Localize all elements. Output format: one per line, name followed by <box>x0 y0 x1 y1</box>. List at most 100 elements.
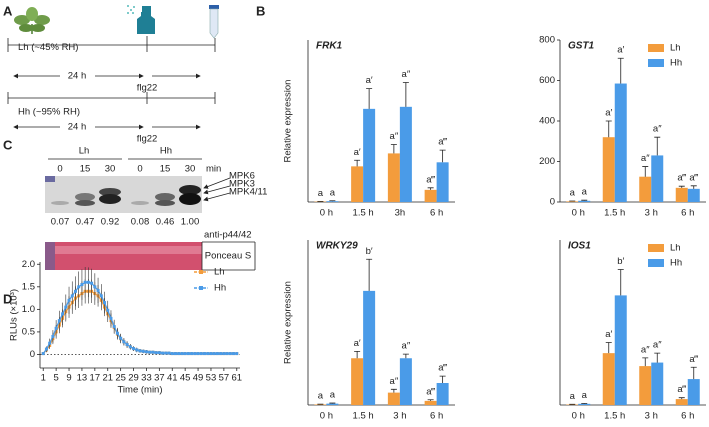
bar <box>387 392 400 405</box>
point <box>44 347 48 351</box>
error-bar <box>427 399 434 401</box>
bar <box>399 358 412 405</box>
point <box>80 283 84 287</box>
point <box>106 308 110 312</box>
x-tick-label: 13 <box>77 373 88 384</box>
x-tick-label: 9 <box>66 373 71 384</box>
x-tick-label: 61 <box>231 373 242 384</box>
western-blot: Lh Hh 0 15 30 0 15 30 min MPK6 MPK3 MPK4… <box>45 146 267 271</box>
legend-label: Hh <box>670 58 682 69</box>
panel-label: C <box>3 137 13 152</box>
point <box>99 294 103 298</box>
point <box>109 316 113 320</box>
lane-label: 0 <box>137 164 142 175</box>
y-tick-label: 1.5 <box>22 281 35 292</box>
significance-letter: a′ <box>354 338 361 349</box>
point <box>51 334 55 338</box>
significance-letter: a‴ <box>438 137 447 148</box>
legend-swatch <box>648 259 664 267</box>
x-tick-label: 6 h <box>430 411 443 422</box>
y-tick-label: 0 <box>550 197 555 208</box>
band-label: MPK3 <box>229 179 255 190</box>
point <box>54 326 58 330</box>
point <box>67 298 71 302</box>
error-bar <box>390 388 397 393</box>
loading-label: Ponceau S <box>205 251 251 262</box>
chart-title: GST1 <box>568 41 595 52</box>
quant-value: 0.46 <box>156 217 175 228</box>
x-tick-label: 57 <box>219 373 230 384</box>
bar <box>399 106 412 202</box>
y-tick-label: 0 <box>30 349 35 360</box>
x-tick-label: 21 <box>102 373 113 384</box>
error-bar <box>654 352 661 363</box>
significance-letter: a′ <box>605 329 612 340</box>
significance-letter: a″ <box>390 376 399 387</box>
error-bar <box>439 375 446 383</box>
significance-letter: b′ <box>617 256 624 267</box>
point <box>180 352 184 356</box>
significance-letter: a‴ <box>689 172 698 183</box>
x-tick-label: 1.5 h <box>604 208 625 219</box>
y-tick-label: 800 <box>539 35 555 46</box>
legend-label: Hh <box>214 283 226 294</box>
significance-letter: b′ <box>366 246 373 257</box>
error-bar <box>366 258 373 291</box>
significance-letter: a′ <box>366 75 373 86</box>
legend-swatch <box>648 244 664 252</box>
point <box>112 325 116 329</box>
point <box>151 350 155 354</box>
band-label: MPK6 <box>229 171 255 182</box>
legend-swatch <box>648 59 664 67</box>
point <box>235 352 239 356</box>
significance-letter: a <box>318 188 324 199</box>
bar <box>326 403 339 405</box>
point <box>128 345 132 349</box>
significance-letter: a″ <box>653 340 662 351</box>
error-bar <box>581 199 588 201</box>
panel-label: A <box>3 3 13 18</box>
bar <box>651 362 664 405</box>
duration-label: 24 h <box>68 71 87 82</box>
bar <box>314 404 327 405</box>
bar <box>436 162 449 202</box>
x-tick-label: 6 h <box>681 208 694 219</box>
x-tick-label: 3 h <box>645 208 658 219</box>
significance-letter: a′ <box>354 147 361 158</box>
legend-marker <box>199 286 203 290</box>
significance-letter: a <box>318 391 324 402</box>
group-label: Lh <box>79 146 90 157</box>
bar <box>566 201 579 202</box>
y-tick-label: 600 <box>539 75 555 86</box>
bar <box>351 166 364 202</box>
y-tick-label: 200 <box>539 156 555 167</box>
bar <box>424 400 437 405</box>
x-tick-label: 37 <box>154 373 165 384</box>
significance-letter: a‴ <box>438 363 447 374</box>
point <box>206 352 210 356</box>
bar <box>387 153 400 202</box>
point <box>132 347 136 351</box>
quant-value: 0.07 <box>51 217 70 228</box>
x-tick-label: 5 <box>53 373 58 384</box>
quant-value: 1.00 <box>181 217 200 228</box>
significance-letter: a″ <box>390 131 399 142</box>
chart-title: WRKY29 <box>316 241 358 252</box>
point <box>90 281 94 285</box>
x-tick-label: 25 <box>115 373 126 384</box>
antibody-label: anti-p44/42 <box>204 230 252 241</box>
x-tick-label: 1.5 h <box>353 411 374 422</box>
y-tick-label: 2.0 <box>22 259 35 270</box>
point <box>141 349 145 353</box>
x-tick-label: 41 <box>167 373 178 384</box>
legend-label: Hh <box>670 258 682 269</box>
treatment-label: flg22 <box>137 83 158 94</box>
point <box>144 350 148 354</box>
x-tick-label: 3 h <box>645 411 658 422</box>
significance-letter: a″ <box>402 69 411 80</box>
point <box>83 280 87 284</box>
error-bar <box>427 187 434 190</box>
point <box>193 352 197 356</box>
lane-label: 15 <box>80 164 91 175</box>
